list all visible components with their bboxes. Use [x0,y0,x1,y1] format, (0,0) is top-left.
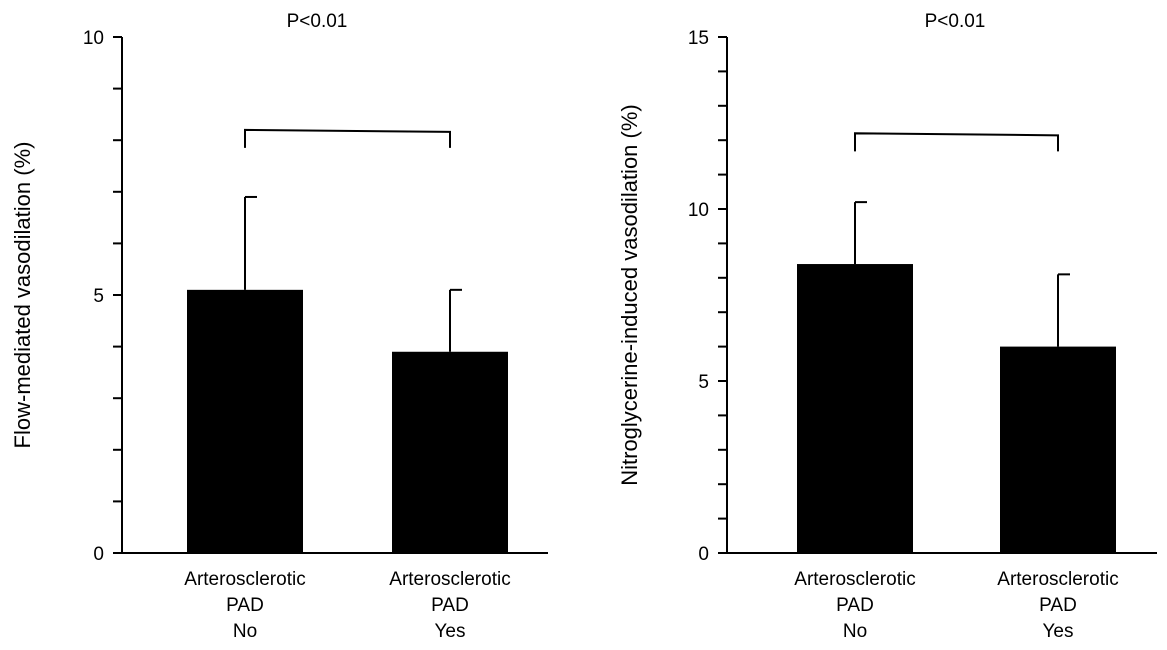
category-label: Arterosclerotic [389,569,510,590]
y-tick-label: 10 [688,200,709,221]
category-label: Yes [435,621,466,642]
bar [392,351,508,553]
category-label: Arterosclerotic [794,569,915,590]
y-tick-label: 0 [93,544,104,565]
y-axis-title: Flow-mediated vasodilation (%) [10,142,35,449]
bar [797,264,913,553]
category-label: Yes [1043,621,1074,642]
bar [187,289,303,553]
p-value-label: P<0.01 [925,11,986,32]
y-axis-title: Nitroglycerine-induced vasodilation (%) [617,104,642,486]
y-tick-label: 0 [698,544,709,565]
category-label: Arterosclerotic [184,569,305,590]
category-label: No [233,621,257,642]
p-value-label: P<0.01 [287,11,348,32]
category-label: PAD [836,595,874,616]
significance-bracket [244,128,451,148]
category-label: Arterosclerotic [997,569,1118,590]
chart-panel-nitroglycerine: 0 5 10 15 Nitroglycerine-induced vasodilatio… [617,11,1157,642]
y-tick-label: 5 [93,286,104,307]
category-label: PAD [431,595,469,616]
y-tick-label: 5 [698,372,709,393]
category-label: No [843,621,867,642]
y-tick-label: 10 [83,28,104,49]
bar [1000,346,1116,553]
significance-bracket [854,132,1059,152]
chart-panel-flow-mediated: 0 5 10 Flow-mediated vasodilation (%) Artero… [10,11,548,642]
category-label: PAD [1039,595,1077,616]
category-label: PAD [226,595,264,616]
y-tick-label: 15 [688,28,709,49]
